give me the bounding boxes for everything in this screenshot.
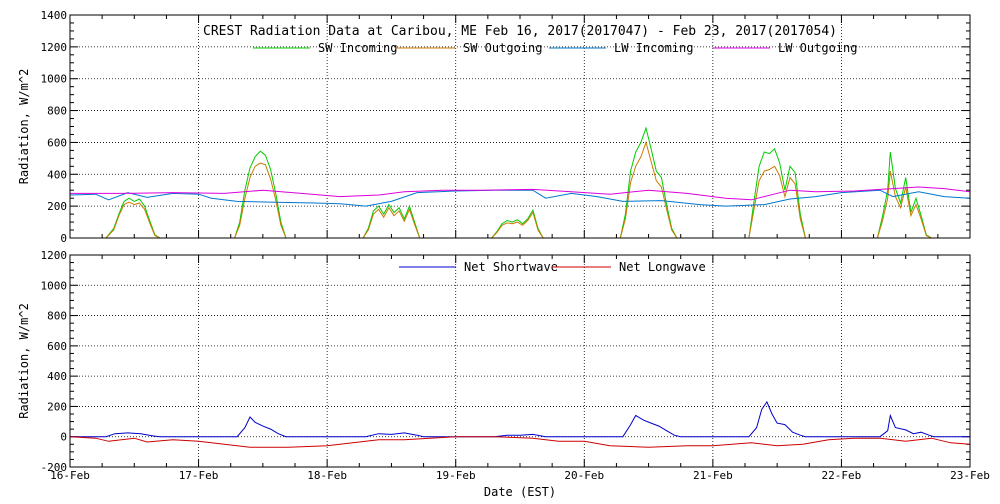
top-series-sw-incoming	[70, 126, 970, 238]
bottom-y-tick-label: 1200	[41, 249, 68, 262]
bottom-y-tick-label: 200	[47, 400, 67, 413]
bottom-x-tick-label: 23-Feb	[950, 469, 990, 482]
top-legend-label-lw-outgoing: LW Outgoing	[778, 41, 857, 55]
top-series-lw-incoming	[70, 189, 970, 207]
bottom-x-tick-label: 20-Feb	[564, 469, 604, 482]
top-y-tick-label: 400	[47, 168, 67, 181]
bottom-x-tick-label: 22-Feb	[822, 469, 862, 482]
bottom-legend-label-net-longwave: Net Longwave	[619, 260, 706, 274]
top-legend-label-sw-outgoing: SW Outgoing	[463, 41, 542, 55]
top-y-tick-label: 600	[47, 136, 67, 149]
top-chart-title: CREST Radiation Data at Caribou, ME Feb …	[203, 24, 837, 39]
top-plot-frame	[69, 14, 971, 239]
bottom-plot-frame	[69, 254, 971, 468]
bottom-y-tick-label: -200	[41, 461, 68, 474]
top-y-tick-label: 1200	[41, 41, 68, 54]
bottom-y-tick-label: 600	[47, 340, 67, 353]
top-y-tick-label: 200	[47, 200, 67, 213]
top-series-lw-outgoing	[70, 186, 970, 201]
bottom-y-tick-label: 1000	[41, 279, 68, 292]
bottom-y-tick-label: 800	[47, 310, 67, 323]
bottom-x-tick-label: 17-Feb	[179, 469, 219, 482]
bottom-series-net-longwave	[70, 436, 970, 448]
top-chart-panel: 0 200 400 600 800 1000 1200 1400 Radiation, W/m^…	[17, 9, 971, 245]
bottom-x-tick-label: 21-Feb	[693, 469, 733, 482]
top-y-tick-label: 800	[47, 105, 67, 118]
bottom-y-axis-title: Radiation, W/m^2	[17, 303, 31, 419]
top-legend-label-lw-incoming: LW Incoming	[614, 41, 693, 55]
top-y-axis-title: Radiation, W/m^2	[17, 69, 31, 185]
top-y-tick-label: 1000	[41, 73, 68, 86]
bottom-y-tick-label: 0	[60, 431, 67, 444]
bottom-legend-label-net-shortwave: Net Shortwave	[464, 260, 558, 274]
bottom-x-axis-title: Date (EST)	[484, 485, 556, 499]
bottom-x-tick-label: 18-Feb	[307, 469, 347, 482]
bottom-x-tick-label: 19-Feb	[436, 469, 476, 482]
bottom-series-net-shortwave	[70, 400, 970, 438]
bottom-y-tick-label: 400	[47, 370, 67, 383]
top-legend-label-sw-incoming: SW Incoming	[318, 41, 397, 55]
top-series-sw-outgoing	[70, 140, 970, 238]
bottom-x-tick-label: 16-Feb	[50, 469, 90, 482]
top-y-tick-label: 1400	[41, 9, 68, 22]
bottom-chart-panel: -200 0 200 400 600 800 1000 1200 Radiation, W/m^…	[17, 249, 990, 499]
top-y-tick-label: 0	[60, 232, 67, 245]
